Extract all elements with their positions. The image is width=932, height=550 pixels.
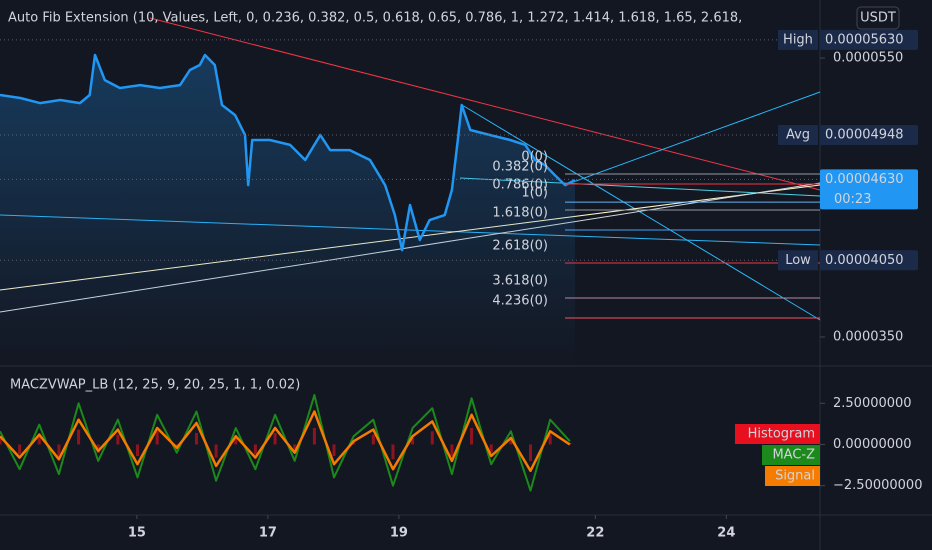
histogram-bar <box>136 444 140 456</box>
price-line <box>0 53 576 252</box>
countdown: 00:23 <box>834 192 871 207</box>
indicator-title: MACZVWAP_LB (12, 25, 9, 20, 25, 1, 1, 0.… <box>10 378 300 393</box>
histogram-bar <box>411 437 415 445</box>
price-tag-value: 0.00005630 <box>825 32 904 47</box>
currency[interactable]: USDT <box>860 11 896 26</box>
legend-label: Histogram <box>748 427 815 442</box>
histogram-bar <box>77 429 81 445</box>
price-tag-value: 0.00004630 <box>825 172 904 187</box>
price-tag-name: High <box>783 32 813 47</box>
price-tag-box <box>820 169 918 210</box>
fib-label: 1.618(0) <box>492 205 548 220</box>
price-area <box>0 55 576 365</box>
histogram-bar <box>430 431 434 445</box>
price-tag-name: Low <box>785 253 811 268</box>
y-tick-label: 2.50000000 <box>833 396 912 411</box>
price-tag-name-box <box>778 29 818 50</box>
price-tag-name-box <box>778 250 818 271</box>
legend-label: MAC-Z <box>772 448 815 463</box>
x-tick-label: 24 <box>717 526 735 541</box>
fib-label: 0.786(0) <box>492 178 548 193</box>
fib-label: 4.236(0) <box>492 293 548 308</box>
histogram-bar <box>548 434 552 445</box>
x-tick-label: 19 <box>390 526 408 541</box>
y-tick-label: 0.00000000 <box>833 437 912 452</box>
y-tick-label: 0.0000550 <box>833 51 903 66</box>
histogram-bar <box>450 444 454 456</box>
x-tick-label: 22 <box>586 526 604 541</box>
histogram-bar <box>509 437 513 445</box>
histogram-bar <box>155 431 159 445</box>
histogram-bar <box>529 444 533 461</box>
histogram-bar <box>312 427 316 445</box>
fib-label: 0.382(0) <box>492 159 548 174</box>
price-tag-box <box>820 29 918 50</box>
histogram-bar <box>371 434 375 445</box>
x-tick-label: 15 <box>128 526 146 541</box>
oscillator-line <box>0 394 571 492</box>
histogram-bar <box>273 432 277 445</box>
legend-swatch <box>762 445 820 465</box>
fib-label: 1(0) <box>521 186 548 201</box>
legend-swatch <box>765 466 820 486</box>
legend-swatch <box>735 424 820 444</box>
price-tag-name: Avg <box>786 128 810 143</box>
histogram-bar <box>214 444 218 458</box>
y-tick-label: −2.50000000 <box>833 478 922 493</box>
fib-label: 2.618(0) <box>492 239 548 254</box>
histogram-bar <box>253 444 257 455</box>
fib-label: 3.618(0) <box>492 274 548 289</box>
histogram-bar <box>293 444 297 452</box>
histogram-bar <box>194 432 198 445</box>
histogram-bar <box>18 444 22 455</box>
histogram-bar <box>57 444 61 458</box>
histogram-bar <box>96 444 100 453</box>
histogram-bar <box>0 437 2 445</box>
histogram-bar <box>116 434 120 445</box>
histogram-bar <box>332 444 336 456</box>
histogram-bar <box>489 444 493 453</box>
histogram-bar <box>37 436 41 445</box>
price-tag-box <box>820 250 918 271</box>
indicator-title: Auto Fib Extension (10, Values, Left, 0,… <box>8 11 742 26</box>
currency-box[interactable] <box>856 6 900 30</box>
price-tag-box <box>820 125 918 146</box>
legend-label: Signal <box>775 469 815 484</box>
fib-label: 0(0) <box>521 150 548 165</box>
histogram-bar <box>234 437 238 445</box>
oscillator-line <box>0 410 571 473</box>
histogram-bar <box>391 444 395 460</box>
histogram-bar <box>470 427 474 445</box>
x-tick-label: 17 <box>259 526 277 541</box>
price-tag-value: 0.00004050 <box>825 253 904 268</box>
price-tag-name-box <box>778 125 818 146</box>
price-tag-value: 0.00004948 <box>825 128 904 143</box>
y-tick-label: 0.0000350 <box>833 329 903 344</box>
